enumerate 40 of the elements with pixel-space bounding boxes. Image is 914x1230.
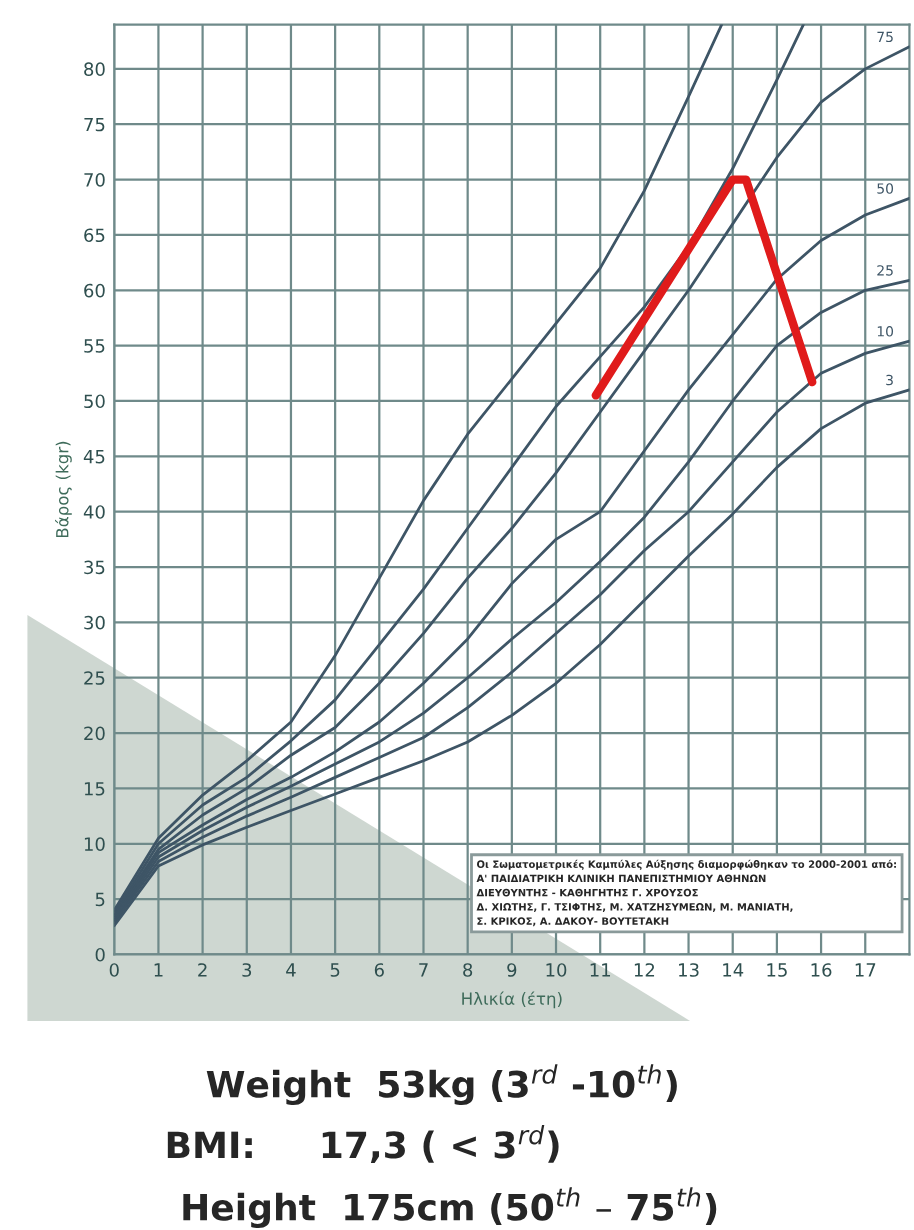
text: Weight 53kg (3$^{rd}$ -10$^{th}$) (206, 1064, 677, 1106)
x-tick-label: 8 (463, 963, 473, 977)
y-tick-label: 60 (84, 283, 105, 298)
x-tick-label: 14 (723, 963, 744, 977)
y-tick-label: 45 (83, 450, 105, 464)
x-tick-label: 13 (679, 963, 699, 977)
x-tick-label: 2 (198, 963, 207, 977)
text: BMI: 17,3 ( < 3$^{rd}$) (167, 1124, 559, 1164)
y-tick-label: 75 (84, 117, 105, 132)
x-tick-label: 1 (154, 963, 163, 977)
x-axis-title: Ηλικία (έτη) (462, 991, 562, 1009)
x-tick-label: 10 (546, 963, 567, 977)
y-tick-label: 80 (84, 62, 105, 76)
y-tick-label: 55 (84, 339, 105, 353)
y-tick-label: 0 (95, 947, 105, 962)
y-tick-label: 65 (84, 228, 105, 243)
y-tick-label: 15 (84, 782, 105, 796)
y-tick-label: 25 (84, 671, 105, 685)
x-tick-label: 12 (634, 963, 655, 977)
y-tick-label: 70 (84, 173, 105, 187)
text: Height 175cm (50$^{th}$ – 75$^{th}$) (183, 1187, 717, 1229)
x-tick-label: 4 (286, 963, 296, 977)
x-tick-label: 17 (855, 963, 876, 977)
y-tick-label: 40 (83, 505, 105, 519)
y-tick-label: 35 (84, 560, 105, 575)
x-tick-label: 7 (419, 963, 428, 977)
y-tick-label: 20 (84, 726, 105, 741)
y-tick-label: 30 (84, 615, 105, 630)
y-tick-label: 5 (95, 892, 105, 907)
y-tick-label: 10 (84, 837, 105, 851)
x-tick-label: 6 (374, 963, 384, 977)
x-tick-label: 0 (109, 963, 119, 977)
y-axis-title: Βάρος (kgr) (55, 441, 72, 538)
x-tick-label: 16 (811, 963, 832, 977)
y-tick-label: 50 (84, 394, 105, 409)
x-tick-label: 3 (242, 963, 252, 977)
x-tick-label: 9 (507, 963, 517, 977)
x-tick-label: 5 (330, 963, 340, 977)
x-tick-label: 11 (590, 963, 611, 977)
x-tick-label: 15 (767, 963, 787, 977)
